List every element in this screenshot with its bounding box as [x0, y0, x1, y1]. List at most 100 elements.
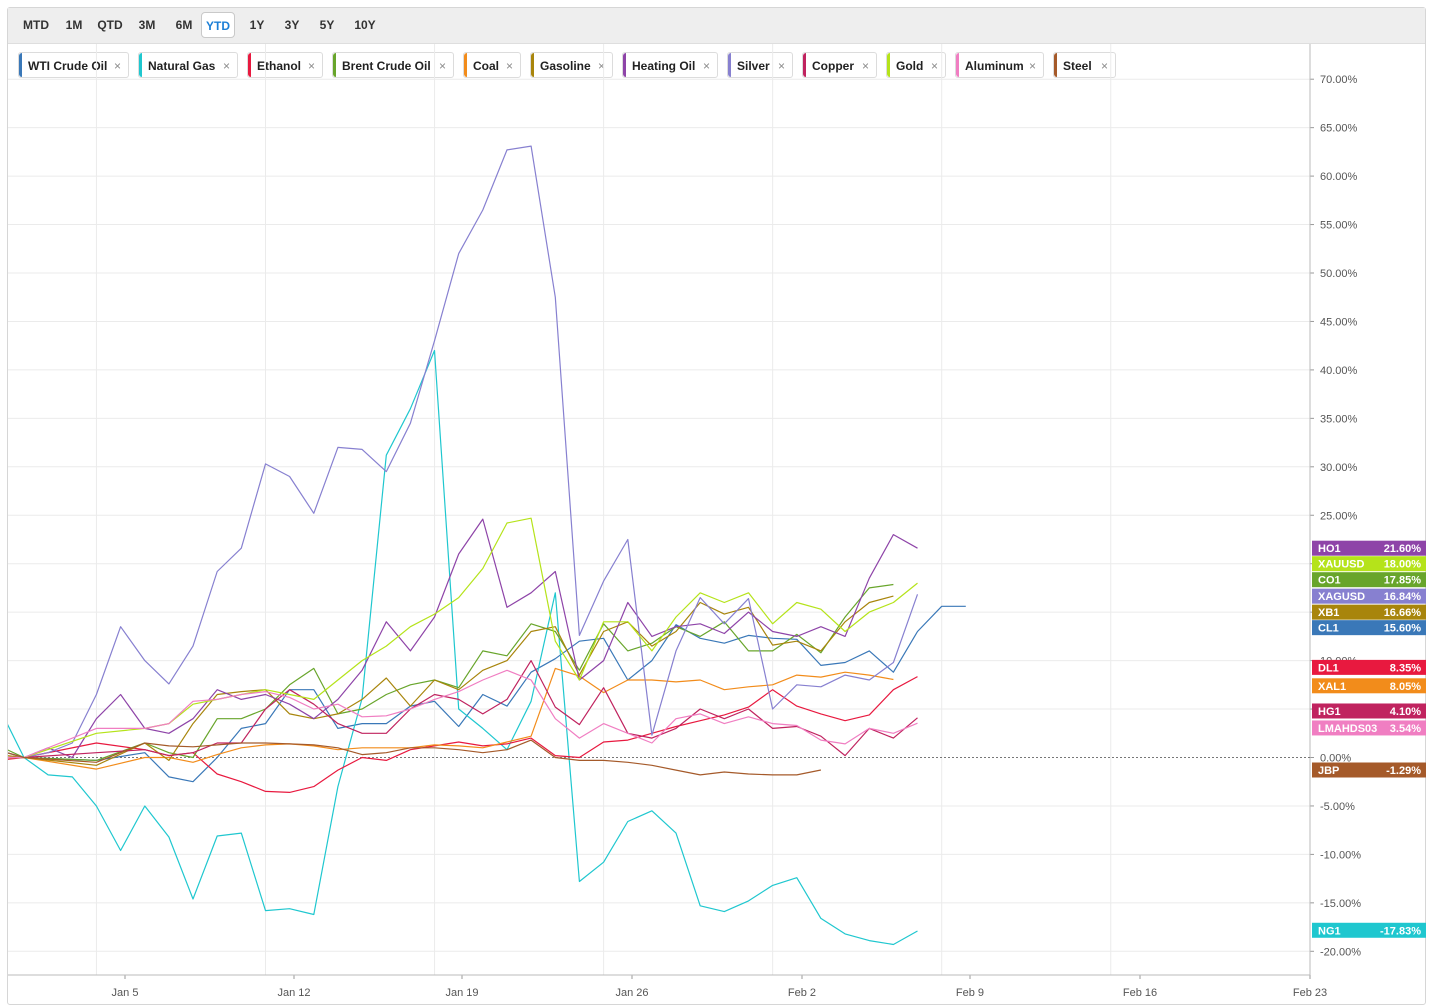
- legend-label: Gold: [896, 59, 924, 73]
- series-line-coal[interactable]: [7, 667, 894, 770]
- end-label-badge: [1312, 540, 1426, 556]
- end-label-xb1: XB1 16.66%: [1312, 604, 1426, 620]
- range-button-6m[interactable]: 6M: [175, 18, 193, 32]
- close-icon[interactable]: ×: [438, 59, 446, 73]
- legend-label: Brent Crude Oil: [342, 59, 431, 73]
- y-tick-label: -5.00%: [1320, 801, 1355, 813]
- range-button-1m[interactable]: 1M: [65, 18, 83, 32]
- end-label-ticker: DL1: [1318, 662, 1339, 674]
- end-label-dl1: DL1 8.35%: [1312, 659, 1426, 675]
- legend-chip-coal[interactable]: Coal ×: [463, 52, 521, 78]
- legend-swatch: [464, 53, 467, 77]
- legend-chip-steel[interactable]: Steel ×: [1053, 52, 1116, 78]
- end-label-value: -17.83%: [1380, 925, 1421, 937]
- y-tick-label: 0.00%: [1320, 753, 1351, 765]
- end-label-value: 3.54%: [1390, 723, 1421, 735]
- end-label-value: 8.35%: [1390, 662, 1421, 674]
- y-tick-label: 30.00%: [1320, 462, 1358, 474]
- series-line-heating-oil[interactable]: [7, 518, 918, 759]
- legend-chip-brent-crude-oil[interactable]: Brent Crude Oil ×: [332, 52, 454, 78]
- end-label-co1: CO1 17.85%: [1312, 572, 1426, 588]
- x-tick-label: Jan 26: [615, 987, 648, 999]
- end-label-ticker: LMAHDS03: [1318, 723, 1377, 735]
- series-line-silver[interactable]: [7, 145, 919, 759]
- range-button-10y[interactable]: 10Y: [354, 18, 376, 32]
- legend-label: Ethanol: [257, 59, 301, 73]
- legend-swatch: [803, 53, 806, 77]
- close-icon[interactable]: ×: [222, 59, 230, 73]
- close-icon[interactable]: ×: [113, 59, 121, 73]
- close-icon[interactable]: ×: [777, 59, 785, 73]
- end-label-ticker: CO1: [1318, 575, 1341, 587]
- legend-chip-heating-oil[interactable]: Heating Oil ×: [622, 52, 718, 78]
- range-button-5y[interactable]: 5Y: [319, 18, 335, 32]
- end-label-value: -1.29%: [1386, 765, 1421, 777]
- range-button-mtd[interactable]: MTD: [23, 18, 49, 32]
- y-tick-label: 50.00%: [1320, 268, 1358, 280]
- x-tick-label: Feb 2: [788, 987, 816, 999]
- end-label-badge: [1312, 588, 1426, 604]
- series-line-gasoline[interactable]: [7, 595, 894, 766]
- end-label-ticker: XAGUSD: [1318, 591, 1365, 603]
- end-label-ticker: HG1: [1318, 706, 1341, 718]
- range-button-qtd[interactable]: QTD: [97, 18, 123, 32]
- end-label-value: 21.60%: [1384, 543, 1422, 555]
- end-label-ticker: NG1: [1318, 925, 1341, 937]
- range-button-3y[interactable]: 3Y: [284, 18, 300, 32]
- y-tick-label: 40.00%: [1320, 365, 1358, 377]
- end-label-value: 4.10%: [1390, 706, 1421, 718]
- legend-chip-wti-crude-oil[interactable]: WTI Crude Oil ×: [18, 52, 129, 78]
- y-tick-label: 65.00%: [1320, 123, 1358, 135]
- close-icon[interactable]: ×: [702, 59, 710, 73]
- series-group: [7, 145, 966, 946]
- close-icon[interactable]: ×: [930, 59, 938, 73]
- end-label-xagusd: XAGUSD 16.84%: [1312, 588, 1426, 604]
- close-icon[interactable]: ×: [597, 59, 605, 73]
- y-tick-label: -20.00%: [1320, 946, 1361, 958]
- close-icon[interactable]: ×: [505, 59, 513, 73]
- legend-label: Natural Gas: [148, 59, 216, 73]
- series-line-wti-crude-oil[interactable]: [7, 605, 966, 783]
- legend-chip-copper[interactable]: Copper ×: [802, 52, 877, 78]
- range-selector: MTD 1M QTD 3M 6M YTD 1Y 3Y 5Y 10Y: [8, 8, 1425, 44]
- end-label-ticker: XAUUSD: [1318, 559, 1365, 571]
- end-label-lmahds03: LMAHDS03 3.54%: [1312, 720, 1426, 736]
- close-icon[interactable]: ×: [1028, 59, 1036, 73]
- legend-swatch: [333, 53, 336, 77]
- legend-swatch: [623, 53, 626, 77]
- x-tick-label: Feb 9: [956, 987, 984, 999]
- y-tick-label: 35.00%: [1320, 413, 1358, 425]
- end-label-value: 8.05%: [1390, 681, 1421, 693]
- legend-chip-aluminum[interactable]: Aluminum ×: [955, 52, 1044, 78]
- end-label-badge: [1312, 604, 1426, 620]
- close-icon[interactable]: ×: [861, 59, 869, 73]
- legend-chip-gasoline[interactable]: Gasoline ×: [530, 52, 613, 78]
- legend-label: Coal: [473, 59, 500, 73]
- series-line-brent-crude-oil[interactable]: [7, 583, 894, 762]
- legend-chip-natural-gas[interactable]: Natural Gas ×: [138, 52, 238, 78]
- y-tick-label: -10.00%: [1320, 849, 1361, 861]
- legend-label: Gasoline: [540, 59, 591, 73]
- series-line-steel[interactable]: [7, 739, 822, 776]
- close-icon[interactable]: ×: [307, 59, 315, 73]
- end-label-ticker: JBP: [1318, 765, 1339, 777]
- range-button-1y[interactable]: 1Y: [249, 18, 265, 32]
- range-button-ytd[interactable]: YTD: [201, 12, 235, 38]
- x-tick-label: Jan 12: [277, 987, 310, 999]
- x-tick-label: Jan 19: [445, 987, 478, 999]
- series-line-natural-gas[interactable]: [7, 349, 918, 946]
- legend-label: Copper: [812, 59, 854, 73]
- x-tick-label: Jan 5: [112, 987, 139, 999]
- end-label-ho1: HO1 21.60%: [1312, 540, 1426, 556]
- legend-chip-gold[interactable]: Gold ×: [886, 52, 946, 78]
- legend-chip-silver[interactable]: Silver ×: [727, 52, 793, 78]
- legend-swatch: [887, 53, 890, 77]
- legend-label: WTI Crude Oil: [28, 59, 108, 73]
- close-icon[interactable]: ×: [1100, 59, 1108, 73]
- y-tick-label: 25.00%: [1320, 510, 1358, 522]
- series-line-aluminum[interactable]: [7, 669, 918, 759]
- legend-chip-ethanol[interactable]: Ethanol ×: [247, 52, 323, 78]
- end-label-hg1: HG1 4.10%: [1312, 703, 1426, 719]
- range-button-3m[interactable]: 3M: [138, 18, 156, 32]
